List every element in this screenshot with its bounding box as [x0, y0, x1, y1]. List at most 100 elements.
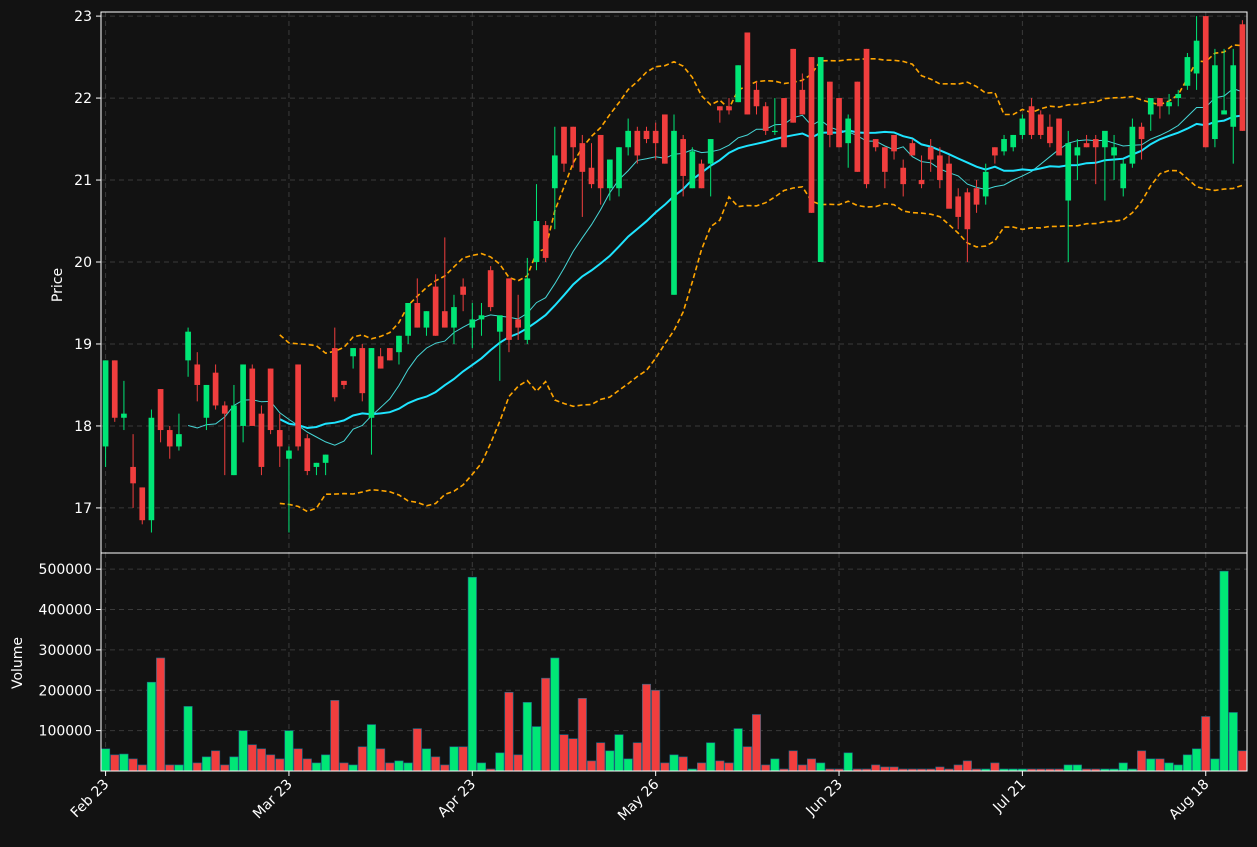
candle-body: [451, 307, 457, 328]
volume-bar: [101, 748, 111, 772]
candle-body: [1120, 163, 1127, 189]
candle-body: [469, 319, 476, 328]
volume-bar: [1182, 754, 1192, 772]
volume-bar: [137, 764, 147, 772]
volume-bar: [201, 756, 211, 772]
candle-body: [1157, 98, 1163, 107]
candle-body: [551, 155, 558, 189]
volume-bar: [724, 762, 734, 772]
volume-bar: [458, 746, 468, 772]
candle-body: [350, 348, 356, 357]
volume-tick-label: 300000: [39, 643, 92, 659]
price-y-axis: 17 18 19 20 21 22 23: [74, 9, 101, 517]
volume-bar: [651, 689, 661, 772]
volume-bar: [1146, 758, 1156, 772]
candle-body: [973, 188, 980, 205]
candle-body: [781, 98, 787, 148]
candle-body: [597, 134, 604, 189]
volume-bar: [678, 756, 688, 772]
volume-bar: [504, 691, 514, 772]
candle-body: [1138, 126, 1145, 140]
volume-bar: [788, 750, 798, 772]
volume-bar: [495, 752, 505, 772]
candle-body: [625, 130, 632, 148]
volume-bar: [880, 766, 890, 772]
candle-body: [772, 130, 778, 133]
volume-bar: [220, 764, 230, 772]
volume-bar: [935, 766, 945, 772]
candle-body: [203, 384, 210, 418]
candle-body: [588, 167, 595, 185]
volume-bar: [623, 758, 633, 772]
bollinger-bands: [279, 44, 1243, 513]
volume-bar: [449, 746, 459, 772]
candle-body: [496, 315, 503, 332]
volume-panel: 100000 200000 300000 400000 500000 Volume: [10, 552, 1248, 772]
volume-bar: [467, 576, 477, 772]
candle-body: [937, 155, 943, 181]
volume-bar: [871, 764, 881, 772]
candle-body: [166, 430, 173, 447]
volume-bar: [412, 728, 422, 772]
price-tick-label: 21: [74, 173, 92, 189]
volume-bar: [394, 760, 404, 772]
candle-body: [1239, 24, 1246, 131]
candle-body: [267, 368, 274, 431]
candlesticks: [102, 16, 1246, 533]
volume-bar: [770, 758, 780, 772]
candle-body: [817, 57, 824, 263]
price-tick-label: 18: [74, 419, 92, 435]
price-tick-label: 23: [74, 9, 92, 25]
volume-bar: [706, 742, 716, 772]
volume-bar: [843, 752, 853, 772]
candle-body: [1175, 93, 1182, 99]
candle-body: [1193, 40, 1200, 74]
candle-body: [1010, 134, 1017, 148]
candle-body: [872, 139, 879, 148]
candle-body: [570, 126, 576, 148]
candle-body: [460, 286, 466, 295]
volume-bar: [256, 748, 266, 772]
candle-body: [992, 147, 998, 156]
volume-bar: [183, 706, 193, 772]
candle-body: [157, 389, 164, 431]
candle-body: [423, 311, 430, 328]
volume-bar: [1237, 750, 1247, 772]
candle-body: [441, 311, 448, 328]
volume-bar: [293, 748, 303, 772]
candle-body: [194, 364, 201, 385]
volume-bar: [953, 764, 963, 772]
candle-body: [634, 130, 641, 156]
volume-bar: [321, 754, 331, 772]
volume-bar: [1072, 764, 1082, 772]
volume-bar: [238, 730, 248, 772]
candle-body: [515, 319, 521, 328]
volume-bar: [990, 762, 1000, 772]
volume-bar: [1173, 764, 1183, 772]
candle-body: [698, 163, 705, 189]
candle-body: [753, 89, 760, 107]
candle-body: [561, 126, 567, 164]
volume-bar: [302, 758, 312, 772]
volume-bars: [101, 570, 1247, 772]
candle-body: [955, 196, 962, 217]
candle-body: [276, 430, 283, 447]
volume-bar: [641, 683, 652, 772]
volume-axis-label: Volume: [10, 637, 26, 689]
volume-bar: [211, 750, 221, 772]
volume-bar: [1137, 750, 1147, 772]
candle-body: [1221, 110, 1227, 115]
volume-tick-label: 100000: [39, 724, 92, 740]
volume-bar: [715, 760, 725, 772]
candle-body: [1001, 139, 1007, 152]
volume-bar: [559, 734, 569, 772]
volume-bar: [385, 762, 395, 772]
volume-bar: [128, 758, 138, 772]
volume-bar: [156, 657, 166, 772]
candle-body: [762, 106, 769, 131]
candle-body: [946, 163, 952, 209]
price-tick-label: 22: [74, 91, 92, 107]
volume-bar: [797, 764, 807, 772]
candle-body: [102, 360, 109, 447]
